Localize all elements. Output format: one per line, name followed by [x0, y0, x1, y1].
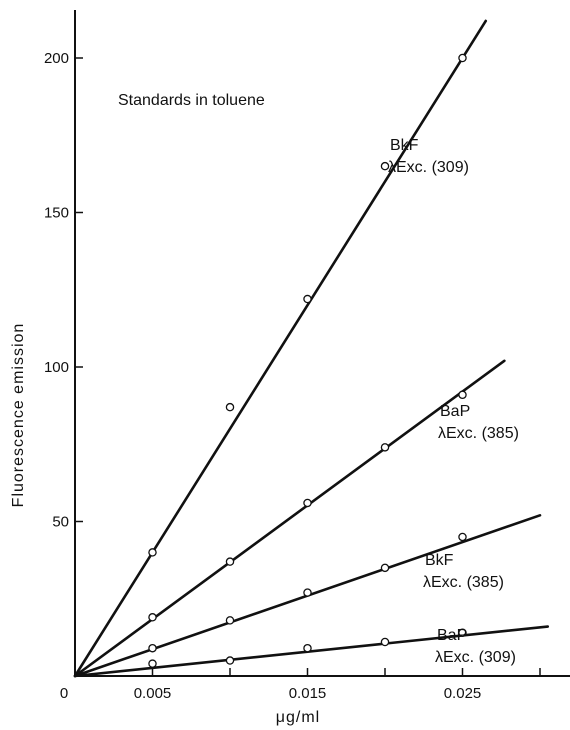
series-label-compound: BkF	[425, 552, 454, 569]
data-points	[148, 53, 467, 668]
series-label-excitation: λExc. (385)	[423, 574, 504, 591]
series-label: BkF λExc. (309)	[388, 137, 469, 176]
series-label-excitation: λExc. (385)	[438, 425, 519, 442]
data-point	[148, 643, 157, 653]
series-label: BkF λExc. (385)	[423, 552, 504, 591]
data-point	[148, 659, 157, 668]
data-point	[380, 161, 390, 171]
data-point	[458, 628, 467, 637]
x-tick-label: 0.025	[444, 685, 482, 702]
x-axis-title: μg/ml	[276, 709, 320, 726]
x-tick-label: 0.005	[134, 685, 172, 702]
origin-label: 0	[60, 685, 68, 702]
data-point	[303, 588, 312, 597]
y-tick-label: 150	[44, 205, 69, 222]
series-label-compound: BkF	[390, 137, 419, 154]
y-tick-label: 200	[44, 50, 69, 67]
data-point	[380, 637, 390, 647]
series-label: BaP λExc. (385)	[438, 403, 519, 442]
data-point	[148, 613, 157, 622]
fit-line	[73, 625, 550, 678]
series-label-compound: BaP	[440, 403, 470, 420]
series-label-excitation: λExc. (309)	[388, 159, 469, 176]
fit-line	[73, 19, 488, 678]
series-label: BaP λExc. (309)	[435, 627, 516, 666]
series-label-excitation: λExc. (309)	[435, 649, 516, 666]
series-labels: BkF λExc. (309) BaP λExc. (385) BkF λExc. (38…	[388, 137, 519, 666]
chart-title: Standards in toluene	[118, 92, 265, 109]
data-point	[225, 557, 235, 566]
data-point	[380, 443, 390, 452]
data-point	[458, 532, 467, 542]
data-point	[303, 498, 312, 508]
data-point	[303, 294, 312, 304]
data-point	[380, 563, 390, 573]
x-tick-label: 0.015	[289, 685, 327, 702]
data-point	[225, 656, 235, 665]
data-point	[458, 390, 467, 400]
data-point	[225, 402, 235, 412]
y-tick-label: 100	[44, 359, 69, 376]
data-point	[303, 643, 312, 653]
fit-line	[73, 359, 506, 678]
y-axis-title: Fluorescence emission	[10, 323, 27, 508]
y-tick-label: 50	[52, 514, 69, 531]
data-point	[458, 53, 467, 63]
axes: 50 100 150 200 0.005 0.015 0.025	[44, 10, 570, 702]
data-point	[148, 548, 157, 557]
series-label-compound: BaP	[437, 627, 467, 644]
data-point	[225, 616, 235, 625]
